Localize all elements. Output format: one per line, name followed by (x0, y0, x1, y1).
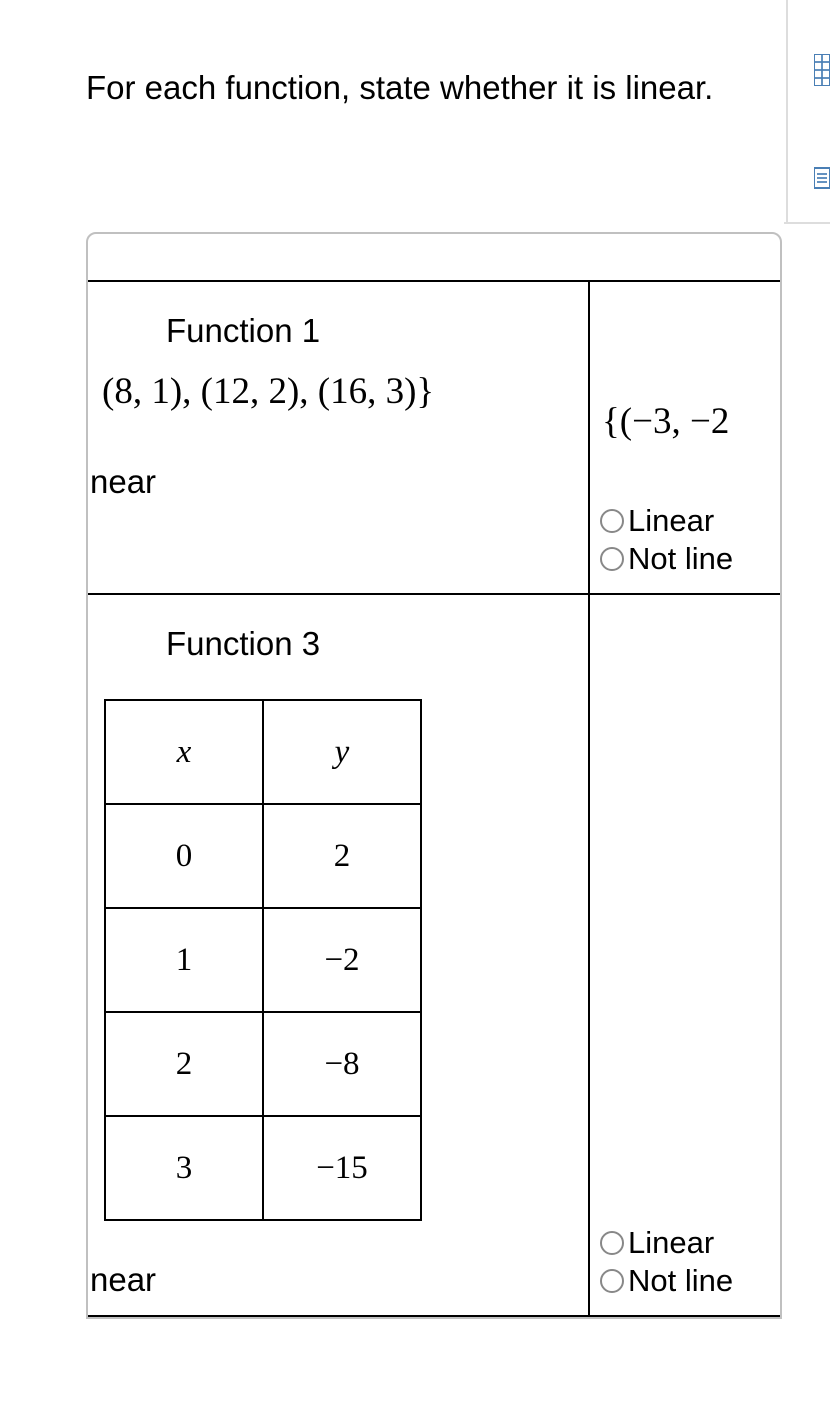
function-2-cell: {(−3, −2 Linear Not line (588, 282, 780, 593)
cell-x: 1 (105, 908, 263, 1012)
cell-y: −8 (263, 1012, 421, 1116)
function-1-cell: Function 1 (8, 1), (12, 2), (16, 3)} nea… (88, 282, 588, 593)
function-4-radio-group: Linear Not line (590, 1215, 780, 1315)
radio-circle-icon (600, 509, 624, 533)
col-y-header: y (263, 700, 421, 804)
function-3-cell: Function 3 x y 0 2 1 −2 2 −8 (88, 595, 588, 1315)
inner-table-row: 1 −2 (105, 908, 421, 1012)
function-3-inner-table: x y 0 2 1 −2 2 −8 3 −15 (104, 699, 422, 1221)
radio-not-linear[interactable]: Not line (600, 1263, 780, 1299)
grid-icon[interactable] (814, 54, 830, 86)
inner-table-row: 0 2 (105, 804, 421, 908)
radio-circle-icon (600, 547, 624, 571)
function-2-points: {(−3, −2 (590, 282, 780, 493)
cell-x: 0 (105, 804, 263, 908)
cell-y: −15 (263, 1116, 421, 1220)
cell-y: 2 (263, 804, 421, 908)
functions-table: Function 1 (8, 1), (12, 2), (16, 3)} nea… (86, 232, 782, 1319)
function-4-cell: Linear Not line (588, 595, 780, 1315)
radio-circle-icon (600, 1269, 624, 1293)
radio-not-linear-label: Not line (628, 541, 733, 577)
table-row: Function 3 x y 0 2 1 −2 2 −8 (88, 595, 780, 1317)
table-row: Function 1 (8, 1), (12, 2), (16, 3)} nea… (88, 280, 780, 595)
inner-table-header: x y (105, 700, 421, 804)
radio-not-linear[interactable]: Not line (600, 541, 780, 577)
function-2-radio-group: Linear Not line (590, 493, 780, 593)
side-panel-divider (786, 0, 788, 224)
radio-linear-label: Linear (628, 503, 714, 539)
panel-icon[interactable] (814, 164, 830, 192)
cell-y: −2 (263, 908, 421, 1012)
radio-circle-icon (600, 1231, 624, 1255)
radio-not-linear-label: Not line (628, 1263, 733, 1299)
function-1-title: Function 1 (88, 282, 588, 370)
function-3-partial-label: near (88, 1261, 588, 1315)
side-panel-bottom (784, 222, 830, 224)
function-1-points: (8, 1), (12, 2), (16, 3)} (88, 370, 588, 463)
radio-linear[interactable]: Linear (600, 1225, 780, 1261)
radio-linear[interactable]: Linear (600, 503, 780, 539)
prompt-text: For each function, state whether it is l… (86, 65, 746, 111)
cell-x: 3 (105, 1116, 263, 1220)
inner-table-row: 2 −8 (105, 1012, 421, 1116)
inner-table-row: 3 −15 (105, 1116, 421, 1220)
cell-x: 2 (105, 1012, 263, 1116)
function-1-partial-label: near (88, 463, 588, 517)
function-3-title: Function 3 (88, 595, 588, 683)
radio-linear-label: Linear (628, 1225, 714, 1261)
col-x-header: x (105, 700, 263, 804)
